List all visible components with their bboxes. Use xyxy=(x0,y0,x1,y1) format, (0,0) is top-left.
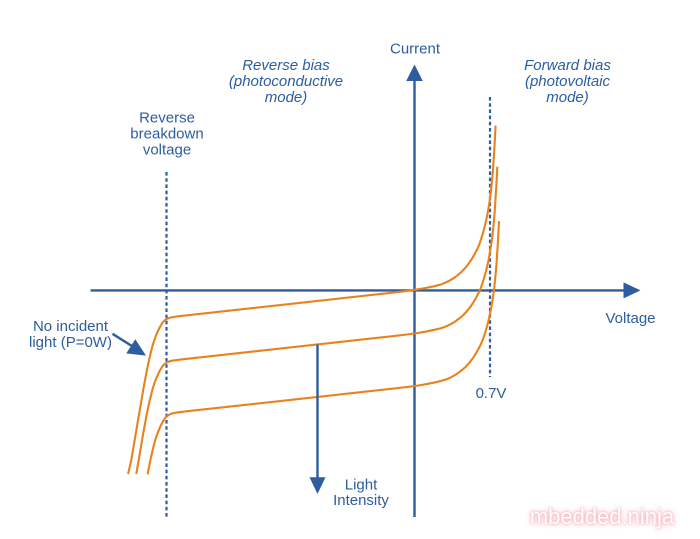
svg-text:No incident: No incident xyxy=(33,318,109,335)
svg-text:Light: Light xyxy=(345,477,378,494)
svg-text:breakdown: breakdown xyxy=(130,126,203,143)
svg-text:voltage: voltage xyxy=(143,142,191,159)
svg-text:Reverse: Reverse xyxy=(139,110,195,127)
svg-text:light (P=0W): light (P=0W) xyxy=(29,334,112,351)
svg-text:mode): mode) xyxy=(546,89,589,106)
svg-text:0.7V: 0.7V xyxy=(476,385,507,402)
svg-text:Voltage: Voltage xyxy=(605,310,655,327)
svg-text:Reverse bias: Reverse bias xyxy=(242,57,330,74)
svg-text:Forward bias: Forward bias xyxy=(524,57,611,74)
svg-text:Intensity: Intensity xyxy=(333,492,389,509)
svg-text:(photoconductive: (photoconductive xyxy=(229,73,343,90)
svg-text:(photovoltaic: (photovoltaic xyxy=(525,73,611,90)
svg-text:Current: Current xyxy=(390,41,441,58)
svg-text:mode): mode) xyxy=(265,89,308,106)
